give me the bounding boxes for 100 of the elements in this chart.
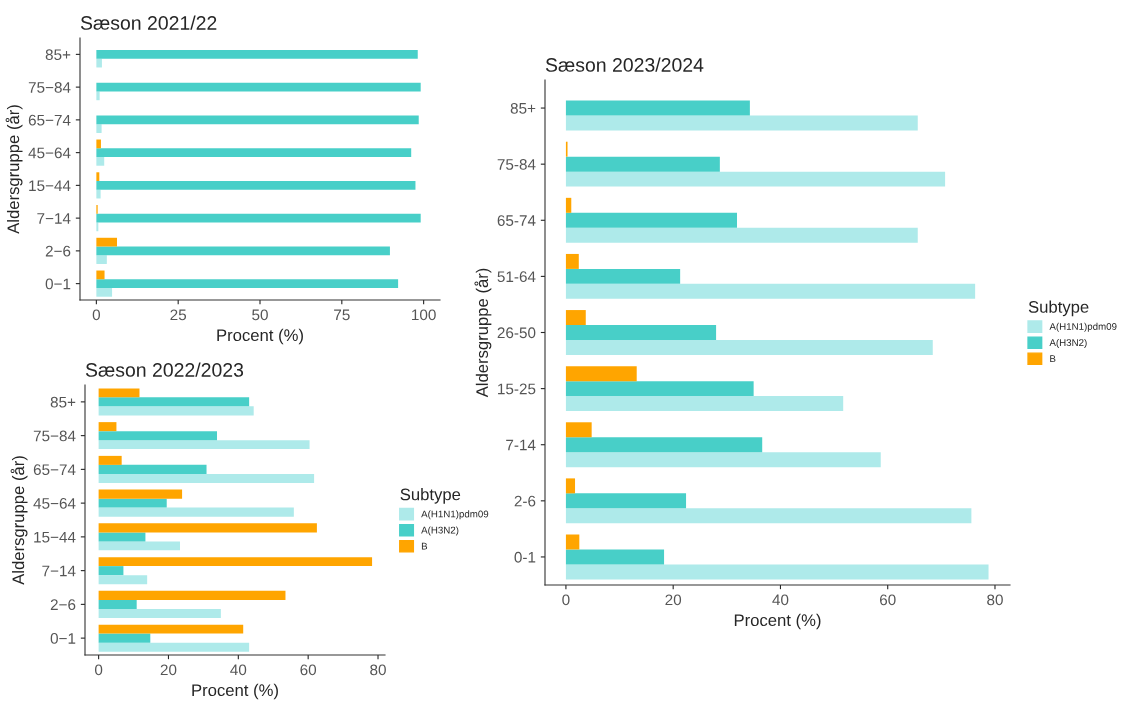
- bar: [565, 100, 750, 116]
- y-tick-label: 15−44: [34, 531, 76, 543]
- bar: [96, 237, 117, 247]
- y-tick-label: 7-14: [506, 439, 536, 451]
- bar: [565, 339, 933, 355]
- y-tick-label: 0-1: [514, 551, 536, 563]
- bar: [565, 310, 586, 326]
- bar: [98, 633, 151, 643]
- bar: [98, 464, 207, 474]
- x-axis-title: Procent (%): [217, 328, 303, 345]
- bar: [565, 534, 580, 550]
- bar: [98, 507, 294, 517]
- bar: [98, 422, 117, 432]
- y-tick-label: 75-84: [497, 159, 536, 170]
- bar: [96, 270, 105, 280]
- bar: [98, 624, 244, 634]
- chart-title: Sæson 2021/22: [80, 15, 217, 30]
- x-tick-label: 80: [370, 664, 386, 676]
- y-tick-label: 65−74: [28, 114, 71, 126]
- bar: [98, 440, 310, 450]
- y-tick-label: 0−1: [50, 632, 76, 644]
- legend-label: B: [421, 542, 428, 550]
- bar: [96, 115, 419, 125]
- y-axis-title: Aldersgruppe (år): [10, 456, 28, 585]
- legend-label: A(H3N2): [1049, 338, 1087, 348]
- bar: [98, 489, 183, 499]
- bar: [565, 212, 738, 228]
- legend-title: Subtype: [1028, 300, 1089, 317]
- x-tick-label: 0: [94, 664, 103, 676]
- y-tick-label: 85+: [50, 396, 76, 408]
- bar: [96, 255, 107, 264]
- legend-label: A(H1N1)pdm09: [421, 510, 489, 520]
- x-tick-label: 0: [92, 309, 101, 321]
- bar: [96, 156, 105, 166]
- bar: [98, 557, 373, 567]
- legend-label: B: [1050, 355, 1056, 363]
- y-tick-label: 2−6: [50, 599, 76, 611]
- bar: [96, 246, 390, 256]
- bar: [96, 213, 421, 223]
- chart-title: Sæson 2023/2024: [545, 57, 704, 72]
- y-tick-label: 2−6: [45, 245, 71, 257]
- x-axis-title: Procent (%): [734, 613, 821, 630]
- bar: [565, 366, 637, 382]
- legend-label: A(H1N1)pdm09: [1049, 322, 1117, 332]
- bar: [98, 566, 124, 576]
- bar: [98, 397, 250, 407]
- bar: [96, 58, 102, 68]
- bar: [565, 156, 720, 172]
- bar: [565, 478, 576, 494]
- y-tick-label: 2-6: [514, 495, 536, 507]
- bar: [98, 575, 148, 585]
- bar: [98, 406, 254, 416]
- chart-title: Sæson 2022/2023: [85, 362, 244, 377]
- bar: [565, 437, 763, 453]
- x-tick-label: 20: [160, 664, 177, 676]
- bar: [565, 493, 687, 509]
- bar: [565, 508, 972, 524]
- bar: [98, 498, 167, 508]
- bar: [565, 197, 572, 213]
- x-tick-label: 40: [772, 594, 789, 606]
- bar: [98, 541, 180, 551]
- x-tick-label: 25: [170, 309, 187, 321]
- bar: [98, 599, 137, 609]
- bar: [98, 608, 221, 618]
- x-tick-label: 50: [252, 309, 268, 321]
- bar: [565, 253, 579, 269]
- bar: [565, 115, 918, 131]
- bar: [565, 452, 881, 468]
- x-tick-label: 100: [412, 309, 436, 321]
- y-tick-label: 45−64: [33, 497, 76, 509]
- y-tick-label: 7−14: [37, 213, 71, 224]
- bar: [96, 279, 399, 288]
- x-tick-label: 0: [562, 594, 570, 606]
- bar: [98, 473, 315, 483]
- bar: [565, 564, 989, 580]
- x-tick-label: 80: [987, 594, 1003, 606]
- bar: [98, 590, 286, 600]
- y-axis-title: Aldersgruppe (år): [5, 105, 23, 234]
- bar: [96, 148, 412, 157]
- bar: [96, 50, 418, 59]
- x-tick-label: 60: [880, 594, 896, 606]
- y-axis-title: Aldersgruppe (år): [474, 268, 492, 398]
- bar: [565, 381, 754, 397]
- bar: [96, 172, 100, 182]
- bar: [96, 287, 113, 297]
- legend-label: A(H3N2): [421, 526, 459, 536]
- y-tick-label: 65-74: [497, 215, 536, 226]
- bar: [98, 431, 218, 441]
- x-axis-title: Procent (%): [192, 683, 278, 700]
- y-tick-label: 26-50: [497, 327, 536, 339]
- bar: [98, 388, 140, 398]
- y-tick-label: 7−14: [42, 565, 76, 577]
- bar: [565, 422, 592, 438]
- y-tick-label: 85+: [510, 102, 536, 114]
- y-tick-label: 0−1: [45, 278, 71, 290]
- bar: [565, 268, 681, 284]
- bar: [565, 396, 844, 412]
- x-tick-label: 40: [230, 664, 247, 676]
- x-tick-label: 20: [665, 594, 682, 606]
- bar: [565, 171, 946, 187]
